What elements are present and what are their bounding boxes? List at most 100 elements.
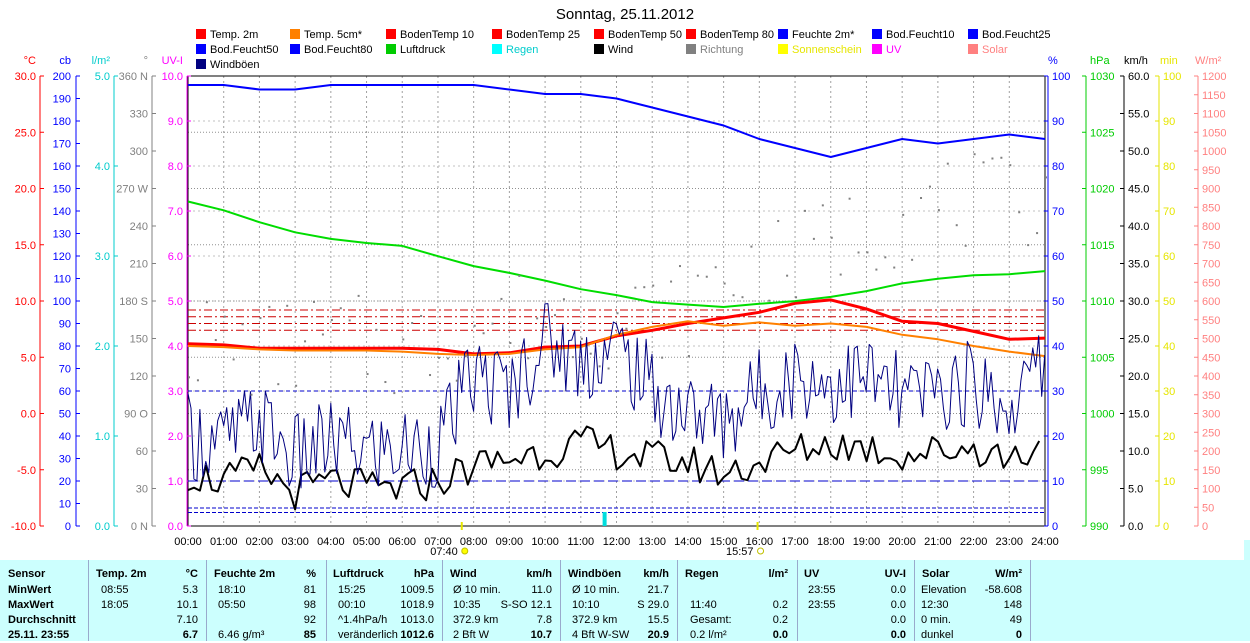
direction-point xyxy=(678,265,681,268)
table-cell-value: 7.10 xyxy=(176,614,198,626)
table-edge xyxy=(1244,540,1250,641)
direction-point xyxy=(188,376,190,379)
table-cell-value: 0 xyxy=(1015,629,1022,641)
direction-point xyxy=(554,314,557,317)
legend-swatch xyxy=(778,29,788,39)
legend-label: Bod.Feucht10 xyxy=(886,29,955,41)
direction-point xyxy=(241,323,244,326)
direction-point xyxy=(857,251,860,254)
tick-label: 40 xyxy=(59,431,71,443)
tick-label: 400 xyxy=(1202,371,1220,383)
time-tick-label: 01:00 xyxy=(210,536,238,548)
direction-point xyxy=(304,340,307,343)
direction-point xyxy=(464,355,467,358)
tick-label: 240 xyxy=(130,221,148,233)
tick-label: 20.0 xyxy=(1128,371,1149,383)
legend-swatch xyxy=(196,59,206,69)
direction-point xyxy=(714,266,717,269)
tick-label: 3.0 xyxy=(95,251,110,263)
legend-swatch xyxy=(872,44,882,54)
legend-item: Bod.Feucht80 xyxy=(290,44,373,57)
table-cell-value: 1012.6 xyxy=(400,629,434,641)
table-cell-value: 0.0 xyxy=(890,599,906,611)
time-tick-label: 14:00 xyxy=(674,536,702,548)
direction-point xyxy=(455,379,458,382)
direction-point xyxy=(598,365,601,368)
table-cell-detail: 08:55 xyxy=(101,584,129,596)
direction-point xyxy=(670,280,673,283)
legend-swatch xyxy=(196,29,206,39)
tick-label: 60 xyxy=(1163,251,1175,263)
direction-point xyxy=(286,304,289,307)
legend-item: Solar xyxy=(968,44,1008,57)
tick-label: 5.0 xyxy=(1128,484,1143,496)
tick-label: 330 xyxy=(130,109,148,121)
direction-point xyxy=(696,274,699,277)
table-cell-value: 7.8 xyxy=(536,614,552,626)
tick-label: 995 xyxy=(1090,465,1108,477)
tick-label: 180 S xyxy=(119,296,148,308)
summary-table: Sensor Temp. 2m °C Feuchte 2m% Luftdruck hPa W… xyxy=(0,560,1244,641)
table-cell-value: 92 xyxy=(303,614,316,626)
direction-point xyxy=(214,339,217,342)
table-cell-value: 10.7 xyxy=(530,629,552,641)
tick-label: 1200 xyxy=(1202,71,1226,83)
table-row-label: Durchschnitt xyxy=(8,614,76,626)
table-cell-value: 1009.5 xyxy=(400,584,434,596)
direction-point xyxy=(437,356,440,359)
axis-unit: UV-I xyxy=(162,55,183,67)
table-cell-value: 0.0 xyxy=(890,614,906,626)
legend-item: BodenTemp 50 xyxy=(594,29,682,42)
tick-label: 120 xyxy=(53,251,71,263)
time-tick-label: 12:00 xyxy=(603,536,631,548)
table-header-rain: Regen xyxy=(685,568,719,580)
table-divider xyxy=(206,560,207,641)
direction-point xyxy=(545,325,548,328)
table-divider xyxy=(677,560,678,641)
direction-point xyxy=(268,305,271,308)
table-cell-detail: 2 Bft W xyxy=(453,629,490,641)
tick-label: 180 xyxy=(53,116,71,128)
legend-swatch xyxy=(290,29,300,39)
sunrise-time: 07:40 xyxy=(430,546,458,558)
direction-point xyxy=(812,237,815,240)
time-tick-label: 10:00 xyxy=(531,536,559,548)
tick-label: 30 xyxy=(136,484,148,496)
table-cell-value: 1018.9 xyxy=(400,599,434,611)
tick-label: 1000 xyxy=(1090,409,1114,421)
table-divider xyxy=(326,560,327,641)
direction-point xyxy=(330,318,333,321)
legend-label: BodenTemp 80 xyxy=(700,29,774,41)
legend-label: Richtung xyxy=(700,44,744,56)
legend-swatch xyxy=(686,44,696,54)
table-cell-detail: 18:10 xyxy=(218,584,246,596)
direction-point xyxy=(902,213,905,216)
tick-label: 90 xyxy=(1052,116,1064,128)
tick-label: 50 xyxy=(59,409,71,421)
table-cell-value: 1013.0 xyxy=(400,614,434,626)
tick-label: 850 xyxy=(1202,202,1220,214)
legend-item: UV xyxy=(872,44,901,57)
tick-label: -10.0 xyxy=(11,521,36,533)
direction-point xyxy=(473,324,476,327)
tick-label: 1005 xyxy=(1090,352,1114,364)
series-line-windben xyxy=(187,303,1046,489)
table-header-unit: km/h xyxy=(643,568,669,580)
tick-label: 800 xyxy=(1202,221,1220,233)
tick-label: 1.0 xyxy=(168,476,183,488)
tick-label: 15.0 xyxy=(15,240,36,252)
table-cell-value: S-SO 12.1 xyxy=(500,599,552,611)
tick-label: 100 xyxy=(1163,71,1181,83)
direction-point xyxy=(339,307,342,310)
legend-swatch xyxy=(386,44,396,54)
tick-label: 50 xyxy=(1163,296,1175,308)
series-line-temp2m xyxy=(187,298,1046,356)
direction-point xyxy=(509,342,512,345)
tick-label: 30.0 xyxy=(15,71,36,83)
direction-point xyxy=(973,153,976,156)
axis-unit: km/h xyxy=(1124,55,1148,67)
tick-label: 350 xyxy=(1202,390,1220,402)
legend-swatch xyxy=(686,29,696,39)
legend-item: Bod.Feucht50 xyxy=(196,44,279,57)
tick-label: 150 xyxy=(130,334,148,346)
